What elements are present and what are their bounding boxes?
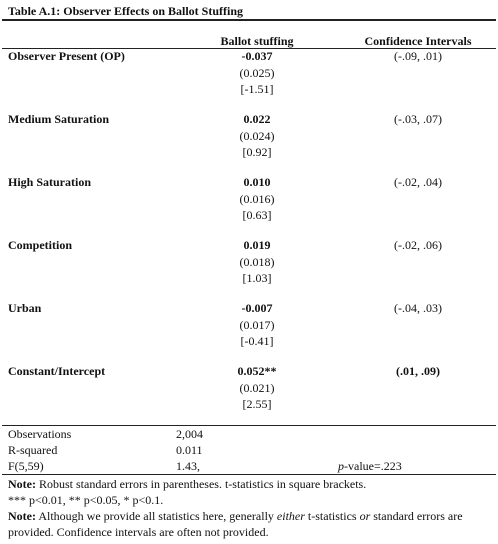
t-statistic: [2.55]: [242, 397, 272, 411]
standard-error: (0.024): [239, 129, 275, 143]
note-part: Note:: [8, 477, 36, 491]
confidence-interval: (-.03, .07): [394, 112, 442, 126]
confidence-interval: (-.02, .04): [394, 175, 442, 189]
standard-error: (0.018): [239, 255, 275, 269]
t-statistic: [-0.41]: [240, 334, 274, 348]
stat-label: F(5,59): [8, 459, 44, 473]
standard-error: (0.025): [239, 66, 275, 80]
stat-value: 2,004: [176, 427, 203, 441]
table-note: *** p<0.01, ** p<0.05, * p<0.1.: [8, 492, 492, 508]
coefficient: -0.037: [241, 49, 273, 63]
t-statistic: [-1.51]: [240, 82, 274, 96]
notes-rule: [2, 474, 496, 475]
stat-label: Observations: [8, 427, 72, 441]
confidence-interval: (-.09, .01): [394, 49, 442, 63]
row-label: Medium Saturation: [8, 112, 110, 126]
note-part: Note:: [8, 509, 36, 523]
top-rule: [2, 19, 496, 21]
table-note: Note: Robust standard errors in parenthe…: [8, 476, 492, 492]
t-statistic: [0.92]: [242, 145, 272, 159]
coefficient: 0.010: [243, 175, 271, 189]
header-rule: [2, 48, 496, 49]
stat-value: 0.011: [176, 443, 203, 457]
stat-extra: p-value=.223: [338, 459, 402, 473]
standard-error: (0.017): [239, 318, 275, 332]
table-note: Note: Although we provide all statistics…: [8, 508, 492, 540]
column-header: Ballot stuffing: [220, 34, 294, 48]
row-label: Observer Present (OP): [8, 49, 125, 63]
coefficient: 0.052**: [237, 364, 277, 378]
coefficient: -0.007: [241, 301, 273, 315]
row-label: Constant/Intercept: [8, 364, 106, 378]
row-label: High Saturation: [8, 175, 92, 189]
coefficient: 0.019: [243, 238, 271, 252]
note-part: either: [276, 509, 305, 523]
stat-label: R-squared: [8, 443, 58, 457]
row-label: Urban: [8, 301, 42, 315]
bottom-rule: [2, 425, 496, 426]
note-part: or: [359, 509, 371, 523]
standard-error: (0.021): [239, 381, 275, 395]
row-label: Competition: [8, 238, 72, 252]
confidence-interval: (.01, .09): [396, 364, 440, 378]
t-statistic: [0.63]: [242, 208, 272, 222]
note-part: Robust standard errors in parentheses. t…: [35, 477, 367, 491]
note-part: standard errors are provided. Confidence…: [8, 509, 463, 539]
confidence-interval: (-.04, .03): [394, 301, 442, 315]
note-part: t-statistics: [304, 509, 360, 523]
confidence-interval: (-.02, .06): [394, 238, 442, 252]
table-title: Table A.1: Observer Effects on Ballot St…: [8, 4, 244, 18]
note-part: *** p<0.01, ** p<0.05, * p<0.1.: [8, 493, 164, 507]
t-statistic: [1.03]: [242, 271, 272, 285]
note-part: Although we provide all statistics here,…: [35, 509, 277, 523]
stat-value: 1.43,: [176, 459, 200, 473]
stat-extra-part: p: [338, 459, 344, 473]
standard-error: (0.016): [239, 192, 275, 206]
coefficient: 0.022: [243, 112, 271, 126]
stat-extra-part: -value=.223: [344, 459, 402, 473]
column-header: Confidence Intervals: [364, 34, 472, 48]
